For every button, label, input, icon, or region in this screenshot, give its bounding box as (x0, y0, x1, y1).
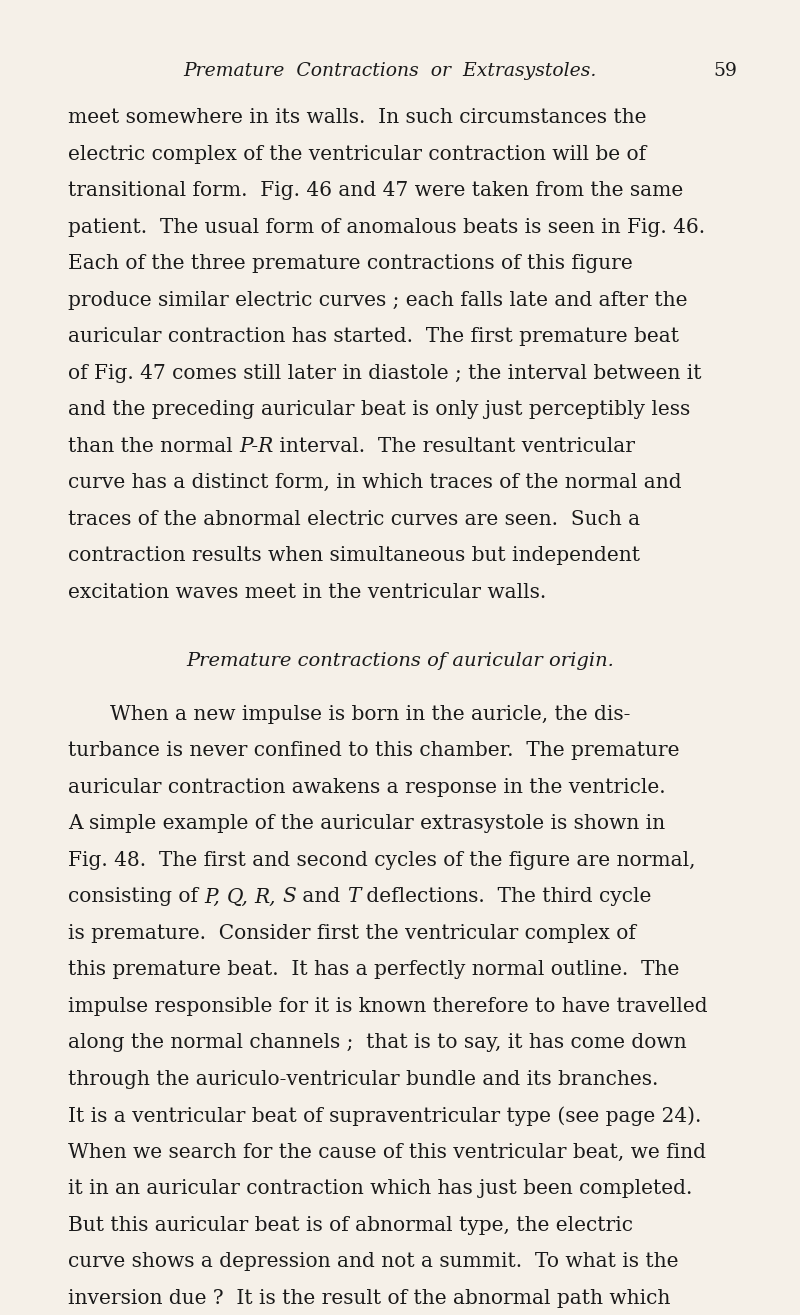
Text: interval.  The resultant ventricular: interval. The resultant ventricular (274, 437, 635, 455)
Text: auricular contraction awakens a response in the ventricle.: auricular contraction awakens a response… (68, 778, 666, 797)
Text: A simple example of the auricular extrasystole is shown in: A simple example of the auricular extras… (68, 814, 665, 834)
Text: auricular contraction has started.  The first premature beat: auricular contraction has started. The f… (68, 327, 679, 346)
Text: inversion due ?  It is the result of the abnormal path which: inversion due ? It is the result of the … (68, 1289, 670, 1308)
Text: is premature.  Consider first the ventricular complex of: is premature. Consider first the ventric… (68, 924, 636, 943)
Text: curve shows a depression and not a summit.  To what is the: curve shows a depression and not a summi… (68, 1252, 678, 1272)
Text: and the preceding auricular beat is only just perceptibly less: and the preceding auricular beat is only… (68, 400, 690, 419)
Text: It is a ventricular beat of supraventricular type (see page 24).: It is a ventricular beat of supraventric… (68, 1106, 702, 1126)
Text: consisting of: consisting of (68, 888, 204, 906)
Text: curve has a distinct form, in which traces of the normal and: curve has a distinct form, in which trac… (68, 473, 682, 492)
Text: and: and (296, 888, 347, 906)
Text: S: S (282, 888, 296, 906)
Text: of Fig. 47 comes still later in diastole ; the interval between it: of Fig. 47 comes still later in diastole… (68, 363, 702, 383)
Text: it in an auricular contraction which has just been completed.: it in an auricular contraction which has… (68, 1180, 692, 1198)
Text: than the normal: than the normal (68, 437, 239, 455)
Text: along the normal channels ;  that is to say, it has come down: along the normal channels ; that is to s… (68, 1034, 686, 1052)
Text: Each of the three premature contractions of this figure: Each of the three premature contractions… (68, 254, 633, 274)
Text: turbance is never confined to this chamber.  The premature: turbance is never confined to this chamb… (68, 742, 679, 760)
Text: T: T (347, 888, 360, 906)
Text: R,: R, (254, 888, 276, 906)
Text: patient.  The usual form of anomalous beats is seen in Fig. 46.: patient. The usual form of anomalous bea… (68, 217, 705, 237)
Text: through the auriculo-ventricular bundle and its branches.: through the auriculo-ventricular bundle … (68, 1070, 658, 1089)
Text: When a new impulse is born in the auricle, the dis-: When a new impulse is born in the auricl… (110, 705, 630, 725)
Text: this premature beat.  It has a perfectly normal outline.  The: this premature beat. It has a perfectly … (68, 960, 679, 980)
Text: But this auricular beat is of abnormal type, the electric: But this auricular beat is of abnormal t… (68, 1216, 633, 1235)
Text: Fig. 48.  The first and second cycles of the figure are normal,: Fig. 48. The first and second cycles of … (68, 851, 695, 871)
Text: 59: 59 (713, 62, 737, 80)
Text: P,: P, (204, 888, 220, 906)
Text: traces of the abnormal electric curves are seen.  Such a: traces of the abnormal electric curves a… (68, 509, 640, 529)
Text: produce similar electric curves ; each falls late and after the: produce similar electric curves ; each f… (68, 291, 687, 309)
Text: P-R: P-R (239, 437, 274, 455)
Text: meet somewhere in its walls.  In such circumstances the: meet somewhere in its walls. In such cir… (68, 108, 646, 128)
Text: Premature  Contractions  or  Extrasystoles.: Premature Contractions or Extrasystoles. (183, 62, 597, 80)
Text: deflections.  The third cycle: deflections. The third cycle (360, 888, 652, 906)
Text: excitation waves meet in the ventricular walls.: excitation waves meet in the ventricular… (68, 583, 546, 601)
Text: When we search for the cause of this ventricular beat, we find: When we search for the cause of this ven… (68, 1143, 706, 1162)
Text: transitional form.  Fig. 46 and 47 were taken from the same: transitional form. Fig. 46 and 47 were t… (68, 181, 683, 200)
Text: contraction results when simultaneous but independent: contraction results when simultaneous bu… (68, 546, 640, 565)
Text: Premature contractions of auricular origin.: Premature contractions of auricular orig… (186, 652, 614, 671)
Text: Q,: Q, (226, 888, 248, 906)
Text: electric complex of the ventricular contraction will be of: electric complex of the ventricular cont… (68, 145, 646, 163)
Text: impulse responsible for it is known therefore to have travelled: impulse responsible for it is known ther… (68, 997, 708, 1016)
